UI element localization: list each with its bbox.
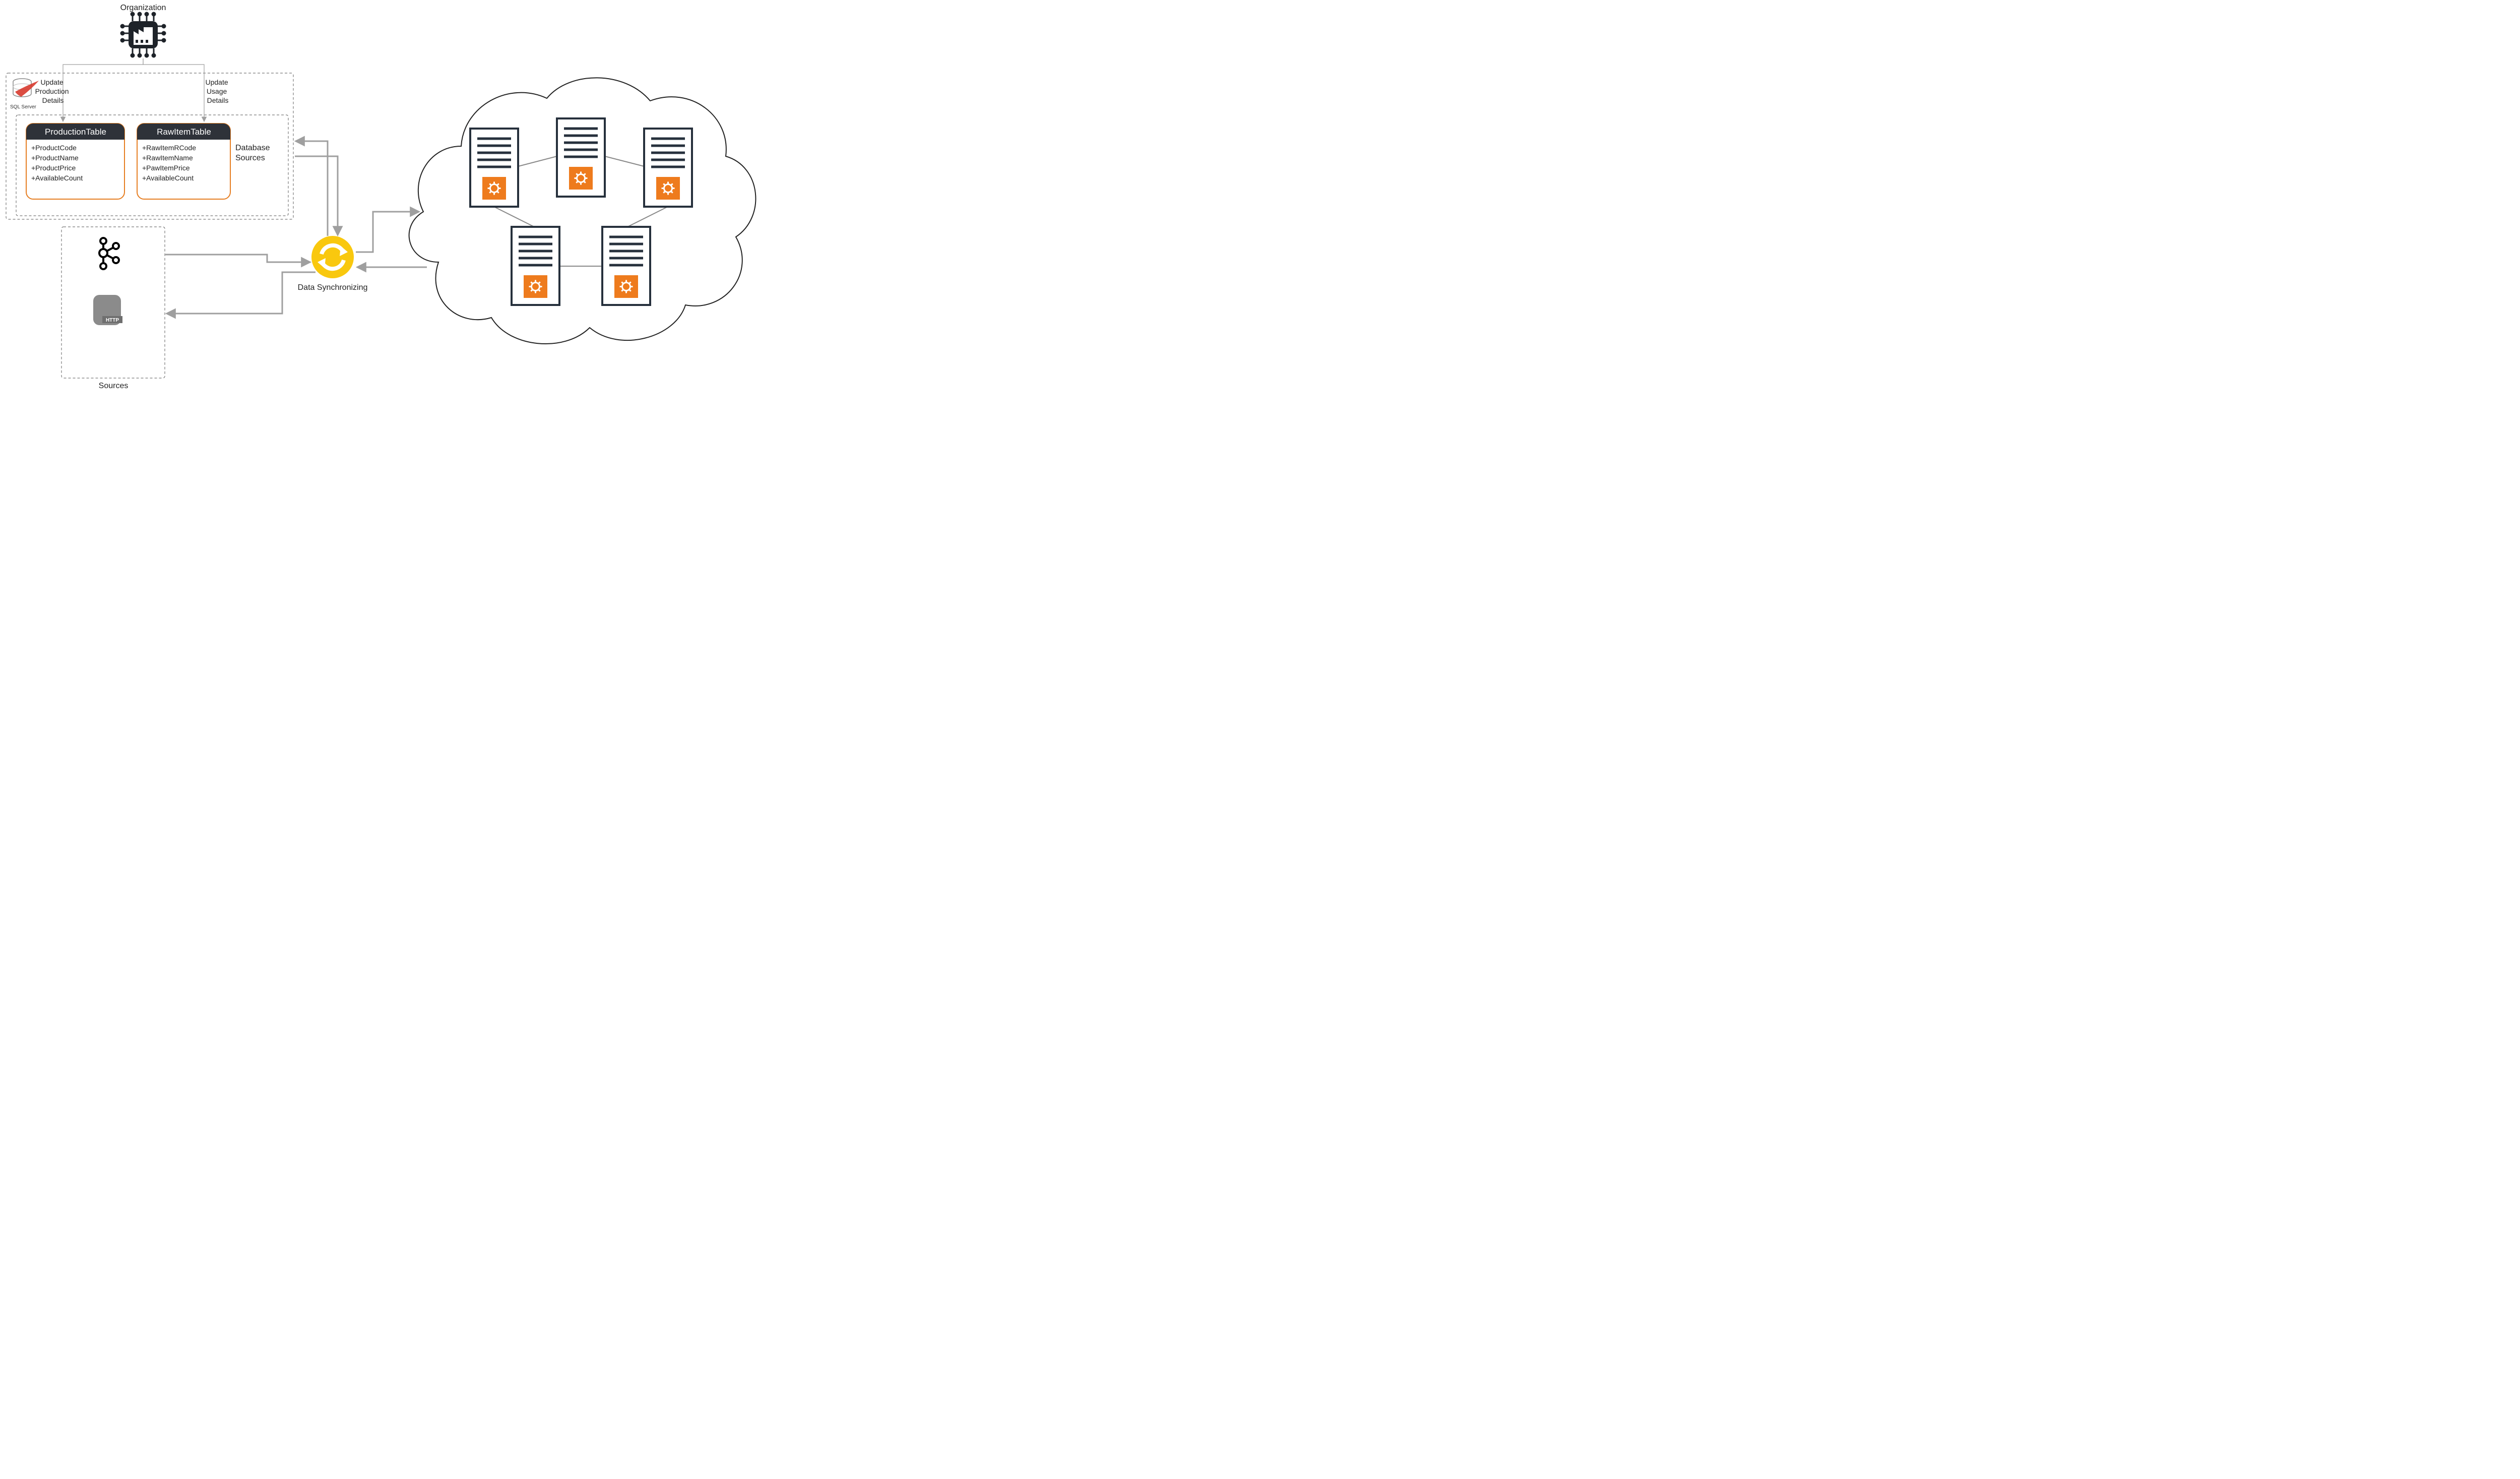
organization-chip-icon xyxy=(121,13,165,57)
connector-sync-to-http xyxy=(167,272,316,314)
data-sync-node xyxy=(311,236,354,278)
server-node-4 xyxy=(512,227,559,305)
rawitem-table-title: RawItemTable xyxy=(157,127,211,137)
server-node-3 xyxy=(644,129,692,207)
http-badge-text: HTTP xyxy=(106,318,119,323)
connector-kafka-to-sync xyxy=(165,255,309,262)
production-table-field-1: +ProductName xyxy=(31,154,79,162)
data-sync-label: Data Synchronizing xyxy=(298,283,368,292)
chip-to-rawitem-connector xyxy=(143,58,204,121)
rawitem-table-field-1: +RawItemName xyxy=(142,154,193,162)
server-node-5 xyxy=(602,227,650,305)
rawitem-table-field-2: +PawItemPrice xyxy=(142,164,190,172)
server-node-1 xyxy=(470,129,518,207)
production-table-field-2: +ProductPrice xyxy=(31,164,76,172)
rawitem-table-field-0: +RawItemRCode xyxy=(142,144,196,152)
production-table-field-3: +AvailableCount xyxy=(31,174,83,182)
rawitem-table: RawItemTable +RawItemRCode +RawItemName … xyxy=(137,124,230,199)
architecture-diagram: Organization Update Production Details U… xyxy=(0,0,766,398)
update-usage-label: Update Usage Details xyxy=(205,78,230,104)
sql-server-label: SQL Server xyxy=(10,104,37,110)
production-table: ProductionTable +ProductCode +ProductNam… xyxy=(26,124,124,199)
production-table-field-0: +ProductCode xyxy=(31,144,77,152)
connector-db-to-sync xyxy=(295,156,338,234)
chip-to-production-connector xyxy=(63,58,143,121)
update-production-label: Update Production Details xyxy=(35,78,71,104)
organization-label: Organization xyxy=(120,4,166,12)
production-table-title: ProductionTable xyxy=(45,127,106,137)
sources-label: Sources xyxy=(99,382,129,390)
server-node-2 xyxy=(557,118,605,197)
database-sources-label: Database Sources xyxy=(235,144,272,162)
http-file-icon: HTTP xyxy=(93,295,122,325)
connector-sync-to-db xyxy=(296,141,328,236)
kafka-icon xyxy=(99,238,119,269)
rawitem-table-field-3: +AvailableCount xyxy=(142,174,194,182)
